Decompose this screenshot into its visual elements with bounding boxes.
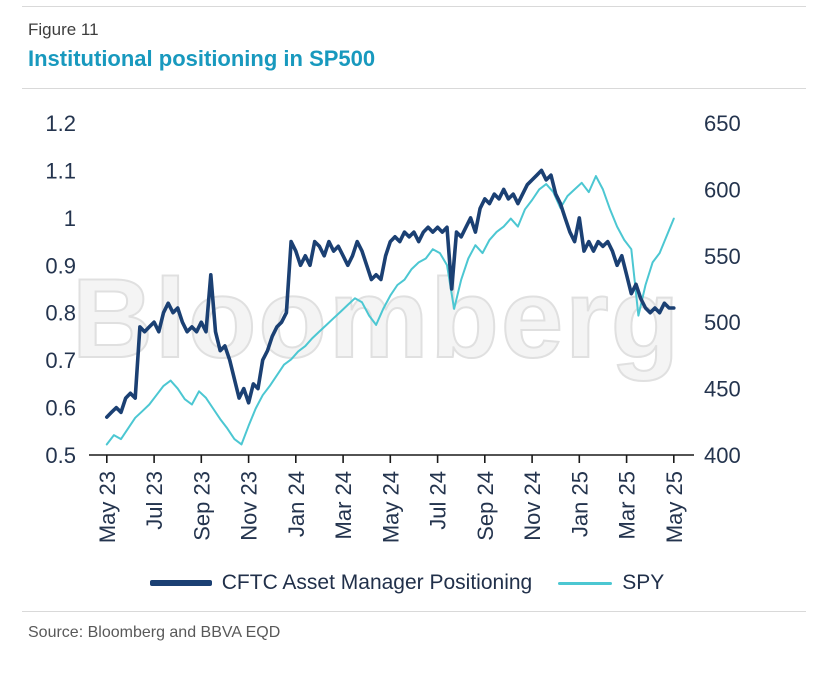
legend-item-spy: SPY — [558, 571, 664, 595]
svg-text:May 23: May 23 — [95, 471, 120, 543]
svg-text:500: 500 — [704, 310, 741, 335]
svg-text:0.7: 0.7 — [45, 348, 76, 373]
spy-line-swatch — [558, 581, 613, 585]
figure-label: Figure 11 — [28, 20, 99, 39]
legend-item-cftc: CFTC Asset Manager Positioning — [149, 571, 533, 595]
svg-text:May 25: May 25 — [662, 471, 687, 543]
svg-text:Sep 24: Sep 24 — [473, 471, 498, 541]
svg-text:Jan 24: Jan 24 — [284, 471, 309, 537]
chart-legend: CFTC Asset Manager Positioning SPY — [0, 567, 814, 599]
top-divider — [22, 6, 806, 7]
svg-text:Jul 24: Jul 24 — [426, 471, 451, 530]
svg-text:Nov 24: Nov 24 — [520, 471, 545, 541]
svg-text:1.2: 1.2 — [45, 111, 76, 136]
source-text: Source: Bloomberg and BBVA EQD — [28, 624, 281, 641]
bloomberg-watermark: Bloomberg — [71, 256, 682, 381]
svg-text:1.1: 1.1 — [45, 158, 76, 183]
svg-text:Mar 24: Mar 24 — [331, 471, 356, 539]
cftc-line-swatch — [149, 580, 212, 586]
svg-text:1: 1 — [64, 206, 76, 231]
svg-text:0.9: 0.9 — [45, 253, 76, 278]
svg-text:0.8: 0.8 — [45, 301, 76, 326]
svg-text:Nov 23: Nov 23 — [237, 471, 262, 541]
svg-text:0.6: 0.6 — [45, 396, 76, 421]
svg-text:May 24: May 24 — [378, 471, 403, 543]
legend-label-cftc: CFTC Asset Manager Positioning — [221, 571, 533, 594]
svg-text:0.5: 0.5 — [45, 443, 76, 468]
svg-text:Jan 25: Jan 25 — [567, 471, 592, 537]
source-divider — [22, 611, 806, 612]
svg-text:600: 600 — [704, 177, 741, 202]
svg-text:Jul 23: Jul 23 — [142, 471, 167, 530]
svg-text:Sep 23: Sep 23 — [189, 471, 214, 541]
chart-area: Bloomberg May 23 Jul 23 Sep 23 Nov 23 Jan 24… — [0, 95, 814, 565]
svg-text:400: 400 — [704, 443, 741, 468]
svg-text:Mar 25: Mar 25 — [615, 471, 640, 539]
svg-text:450: 450 — [704, 377, 741, 402]
legend-label-spy: SPY — [622, 571, 665, 594]
chart-canvas: May 23 Jul 23 Sep 23 Nov 23 Jan 24 Mar 24 May … — [45, 111, 741, 543]
svg-text:650: 650 — [704, 111, 741, 136]
chart-title: Institutional positioning in SP500 — [28, 46, 376, 71]
svg-text:550: 550 — [704, 244, 741, 269]
title-divider — [22, 88, 806, 89]
